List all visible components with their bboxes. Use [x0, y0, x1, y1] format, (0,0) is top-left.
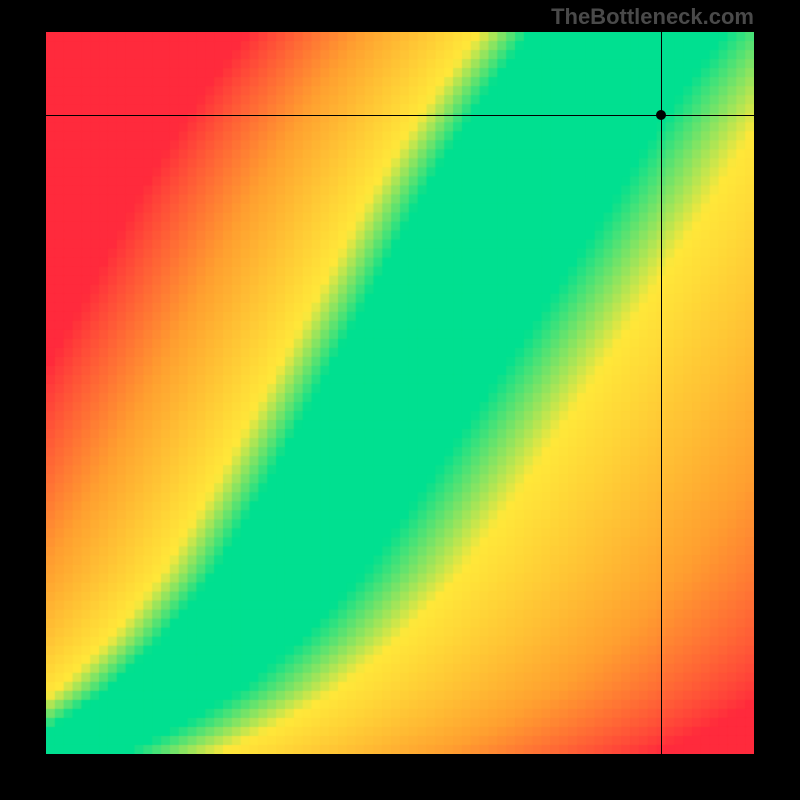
crosshair-horizontal [46, 115, 754, 116]
heatmap-chart [46, 32, 754, 754]
watermark-text: TheBottleneck.com [551, 4, 754, 30]
marker-dot [656, 110, 666, 120]
heatmap-canvas [46, 32, 754, 754]
crosshair-vertical [661, 32, 662, 754]
